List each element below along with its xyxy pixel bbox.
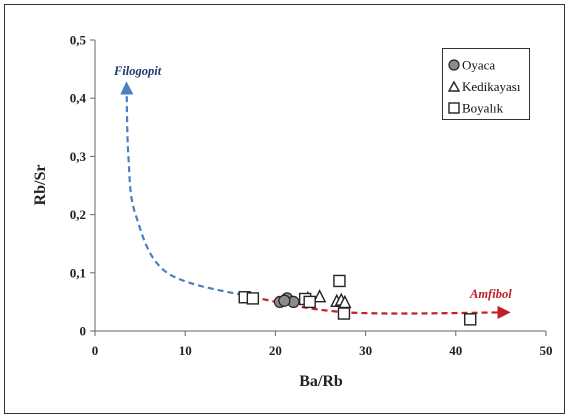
x-tick-label: 30 (359, 343, 372, 358)
x-axis-title: Ba/Rb (299, 373, 343, 390)
legend: Oyaca Kedikayası Boyalık (442, 48, 530, 120)
data-point-boyalik (464, 313, 477, 326)
data-point-oyaca (278, 294, 291, 307)
data-point-boyalik (246, 292, 260, 305)
y-tick-label: 0 (80, 324, 87, 339)
legend-marker-boyalik (448, 102, 460, 114)
x-tick-label: 50 (540, 343, 553, 358)
data-point-boyalik (333, 274, 346, 288)
legend-label-boyalik: Boyalık (462, 101, 504, 116)
legend-label-kedikayasi: Kedikayası (462, 79, 521, 94)
x-tick-label: 10 (179, 343, 192, 358)
annotation-amfibol: Amfibol (469, 287, 512, 301)
x-tick-label: 20 (269, 343, 282, 358)
y-tick-label: 0,3 (70, 149, 87, 164)
y-axis-title: Rb/Sr (32, 165, 49, 206)
legend-marker-oyaca (448, 59, 460, 71)
x-tick-label: 0 (92, 343, 99, 358)
data-point-boyalik (337, 307, 351, 320)
y-tick-label: 0,4 (70, 91, 87, 106)
data-point-kedikayasi (312, 289, 327, 303)
legend-marker-kedikayasi (447, 80, 461, 92)
axes: 0 0,1 0,2 0,3 0,4 0,5 0 10 20 30 40 50 (70, 33, 553, 359)
y-tick-label: 0,1 (70, 265, 86, 280)
legend-label-oyaca: Oyaca (462, 58, 495, 73)
x-tick-label: 40 (449, 343, 462, 358)
annotation-filogopit: Filogopit (113, 64, 162, 78)
y-tick-label: 0,5 (70, 33, 87, 48)
trend-curve-filogopit (120, 81, 254, 299)
data-points (238, 274, 477, 326)
y-tick-label: 0,2 (70, 207, 86, 222)
data-point-boyalik (303, 295, 316, 309)
